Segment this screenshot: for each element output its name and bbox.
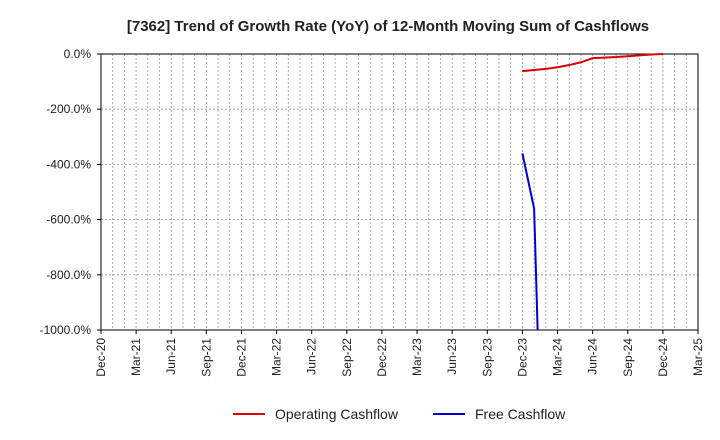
y-tick-label: -1000.0% bbox=[40, 323, 92, 337]
legend-label: Free Cashflow bbox=[475, 406, 566, 422]
y-axis: 0.0% -200.0% -400.0% -600.0% -800.0% -1000.0% bbox=[40, 47, 101, 337]
x-axis: Dec-20 Mar-21 Jun-21 Sep-21 Dec-21 Mar-22 Jun-… bbox=[94, 330, 705, 377]
plot-area bbox=[100, 53, 699, 331]
y-tick-label: -400.0% bbox=[46, 157, 91, 171]
x-tick-label: Dec-24 bbox=[656, 338, 670, 377]
x-tick-label: Mar-21 bbox=[129, 338, 143, 376]
x-tick-label: Dec-20 bbox=[94, 338, 108, 377]
x-tick-label: Mar-24 bbox=[551, 338, 565, 376]
x-tick-label: Sep-23 bbox=[480, 338, 494, 377]
legend-label: Operating Cashflow bbox=[275, 406, 399, 422]
x-tick-label: Sep-22 bbox=[340, 338, 354, 377]
x-tick-label: Jun-21 bbox=[164, 338, 178, 375]
x-tick-label: Dec-22 bbox=[375, 338, 389, 377]
series-layer bbox=[521, 53, 663, 331]
x-tick-label: Jun-22 bbox=[305, 338, 319, 375]
y-tick-label: 0.0% bbox=[64, 47, 92, 61]
x-tick-label: Sep-24 bbox=[621, 338, 635, 377]
x-tick-label: Dec-21 bbox=[234, 338, 248, 377]
legend: Operating Cashflow Free Cashflow bbox=[233, 406, 566, 422]
grid bbox=[101, 53, 698, 330]
x-tick-label: Sep-21 bbox=[199, 338, 213, 377]
y-tick-label: -800.0% bbox=[46, 268, 91, 282]
x-tick-label: Jun-23 bbox=[445, 338, 459, 375]
x-tick-label: Mar-25 bbox=[691, 338, 705, 376]
x-tick-label: Jun-24 bbox=[586, 338, 600, 375]
x-tick-label: Mar-22 bbox=[270, 338, 284, 376]
y-tick-label: -200.0% bbox=[46, 102, 91, 116]
x-tick-label: Mar-23 bbox=[410, 338, 424, 376]
x-tick-label: Dec-23 bbox=[515, 338, 529, 377]
series-line-free-cashflow bbox=[521, 153, 539, 331]
chart-title: [7362] Trend of Growth Rate (YoY) of 12-… bbox=[127, 18, 649, 35]
y-tick-label: -600.0% bbox=[46, 213, 91, 227]
series-line-operating-cashflow bbox=[522, 53, 663, 73]
